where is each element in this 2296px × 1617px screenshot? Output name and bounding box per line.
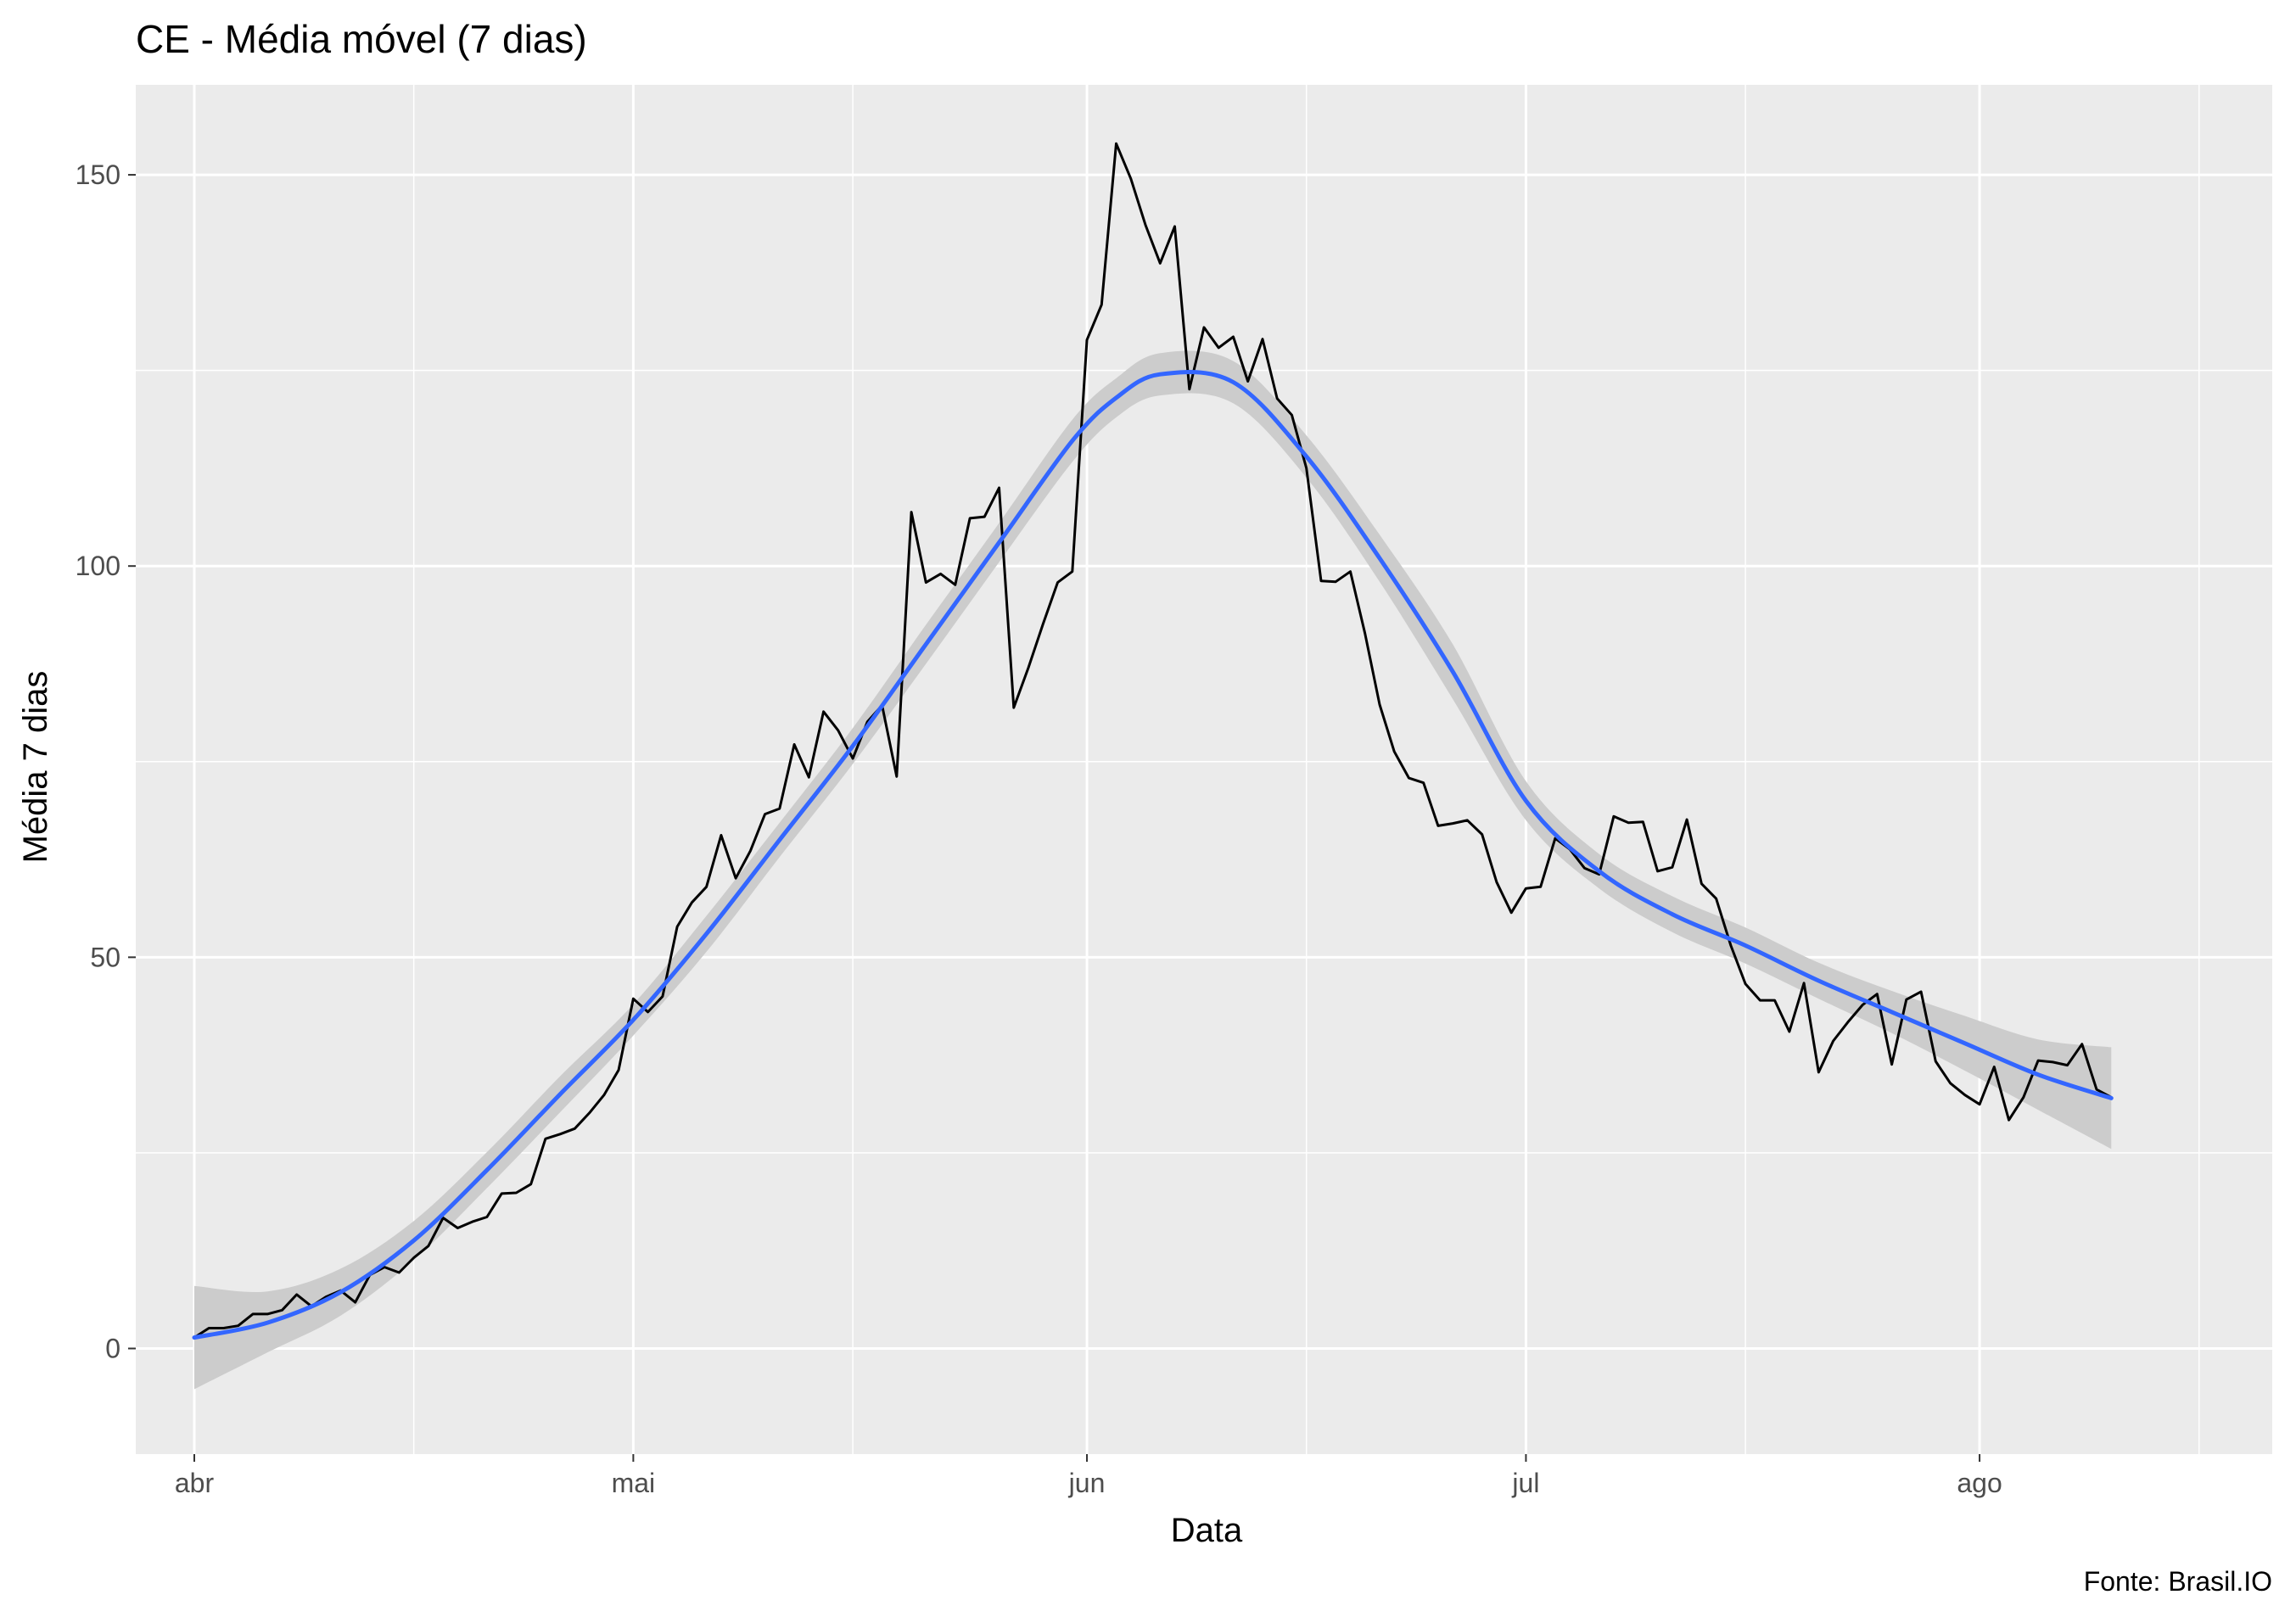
y-tick-label: 150: [76, 159, 120, 190]
y-axis: 0 50 100 150: [76, 159, 136, 1363]
chart-title: CE - Média móvel (7 dias): [136, 17, 587, 61]
x-axis-title: Data: [1171, 1512, 1243, 1549]
x-tick-label: abr: [175, 1468, 215, 1498]
panel-background: [136, 85, 2272, 1454]
series-line: [193, 142, 2113, 1339]
x-tick-label: jun: [1068, 1468, 1106, 1498]
caption: Fonte: Brasil.IO: [2084, 1566, 2272, 1597]
y-axis-title: Média 7 dias: [17, 671, 54, 864]
x-tick-label: mai: [612, 1468, 656, 1498]
x-tick-label: ago: [1957, 1468, 2002, 1498]
major-gridlines: [136, 85, 2272, 1454]
y-tick-label: 100: [76, 551, 120, 581]
x-tick-label: jul: [1511, 1468, 1539, 1498]
y-tick-label: 50: [90, 942, 120, 972]
plot-panel: [136, 85, 2272, 1454]
y-tick-label: 0: [105, 1333, 120, 1363]
smooth-trend-line: [192, 370, 2114, 1340]
x-axis: abr mai jun jul ago: [175, 1454, 2002, 1498]
